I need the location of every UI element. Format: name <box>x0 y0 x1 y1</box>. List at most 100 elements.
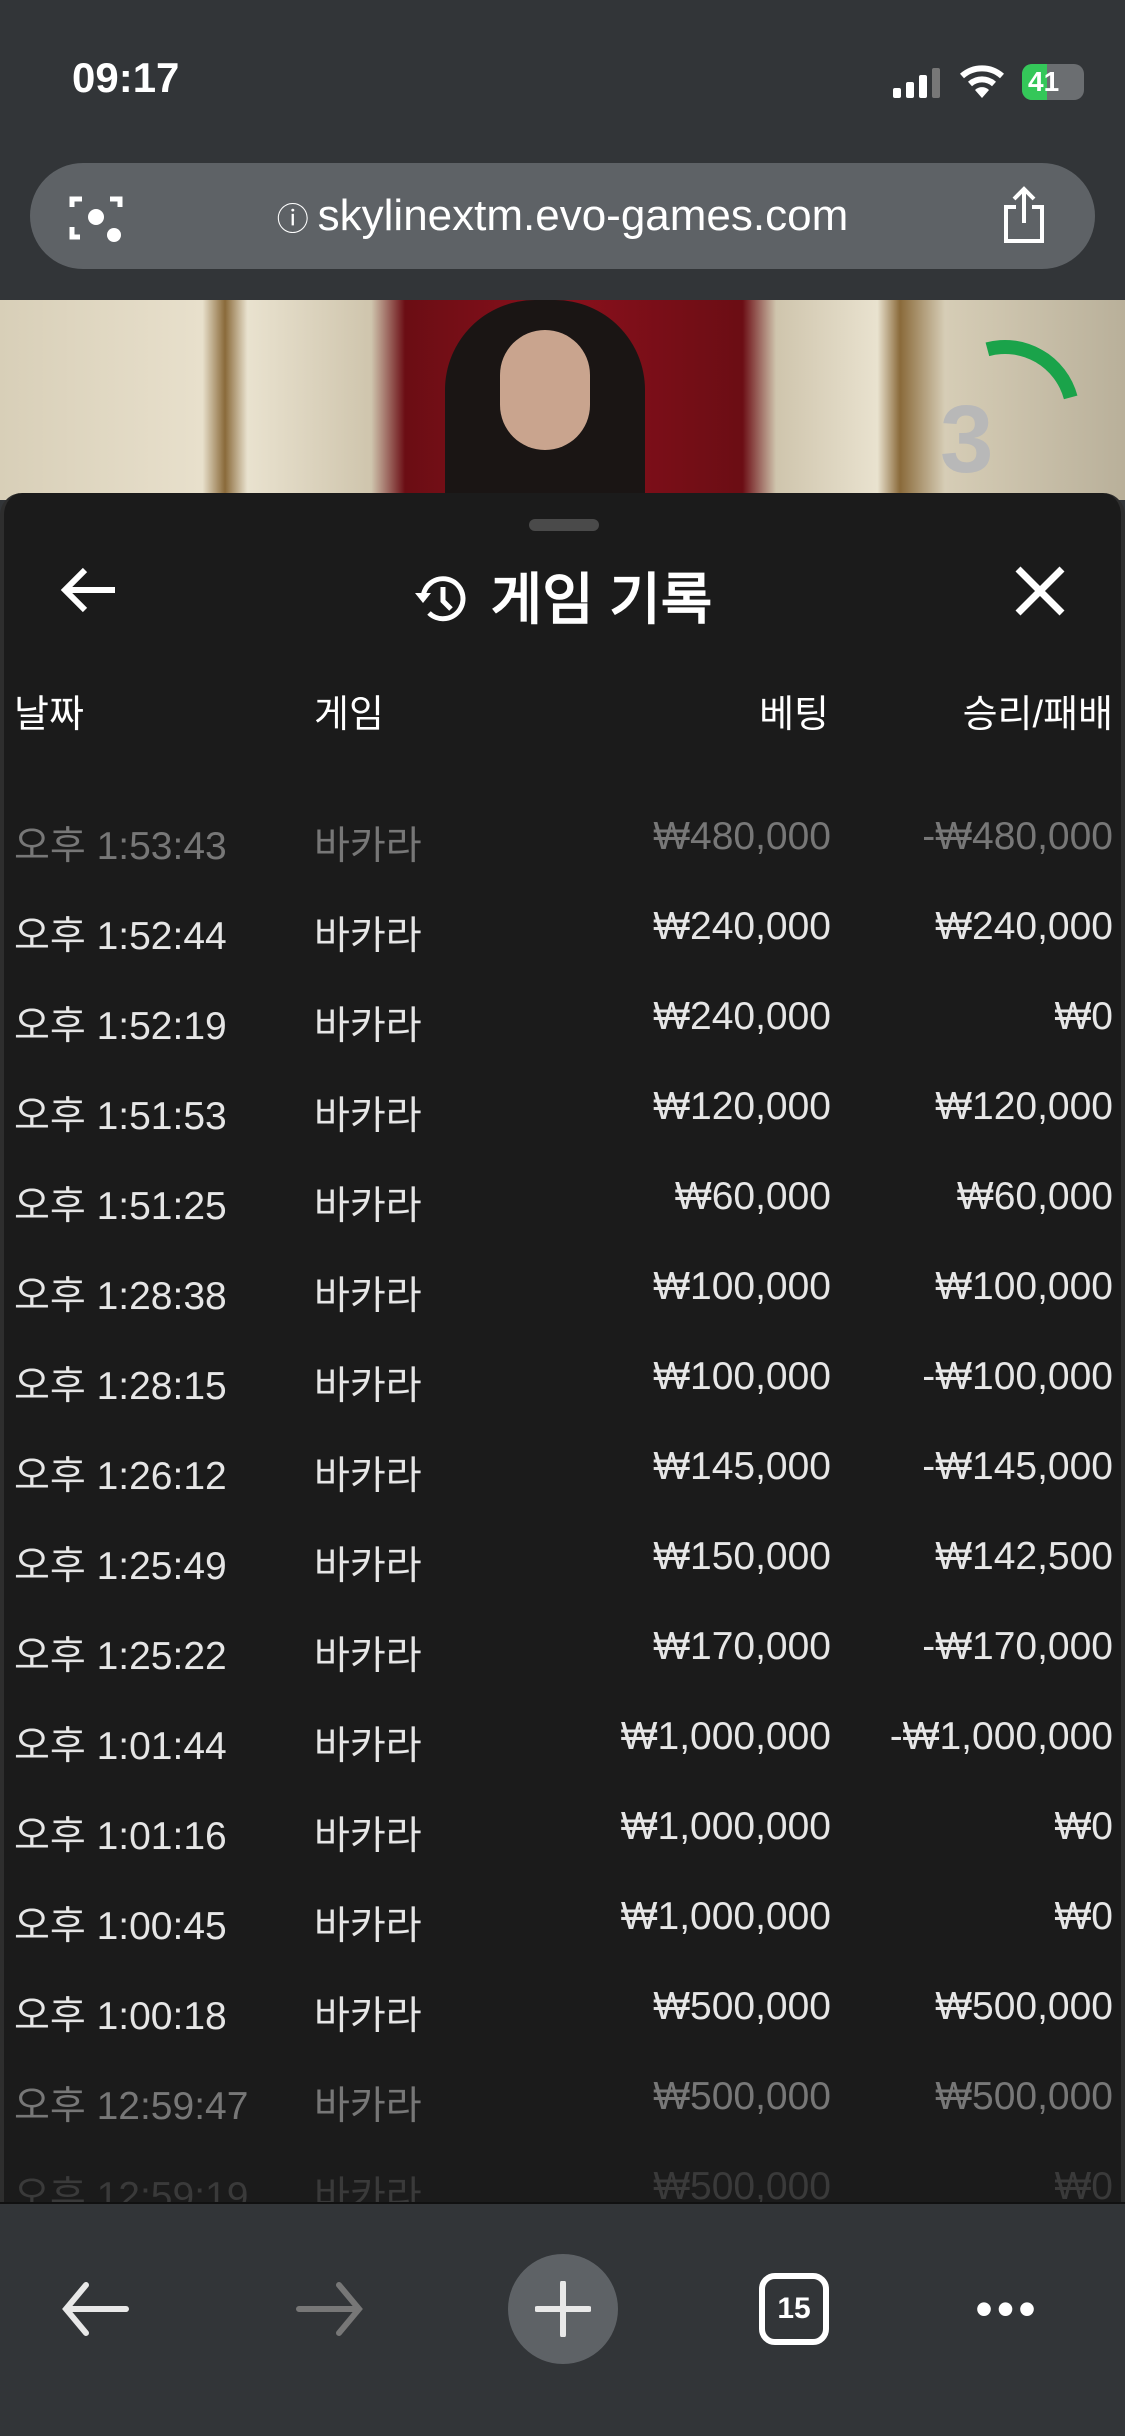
row-bet: ₩170,000 <box>653 1625 831 1668</box>
row-game: 바카라 <box>314 1725 422 1768</box>
row-result: -₩1,000,000 <box>889 1715 1113 1758</box>
browser-toolbar: 15 ••• <box>0 2202 1125 2436</box>
row-result: -₩480,000 <box>922 815 1113 858</box>
row-date: 오후 1:01:44 <box>14 1725 227 1768</box>
column-bet[interactable]: 베팅 <box>759 694 829 736</box>
row-bet: ₩1,000,000 <box>620 1805 831 1848</box>
row-result: ₩142,500 <box>935 1535 1113 1578</box>
new-tab-button[interactable] <box>508 2254 618 2364</box>
forward-arrow-icon <box>296 2282 363 2336</box>
game-history-sheet: 게임 기록 날짜 게임 베팅 승리/패배 오후 1:53:43 바카라 ₩480,0… <box>0 493 1125 2203</box>
history-row[interactable]: 오후 1:28:15 바카라 ₩100,000 -₩100,000 <box>4 1355 1121 1445</box>
sheet-title: 게임 기록 <box>4 555 1121 636</box>
history-row[interactable]: 오후 1:26:12 바카라 ₩145,000 -₩145,000 <box>4 1445 1121 1535</box>
plus-icon <box>535 2281 591 2337</box>
row-date: 오후 12:59:47 <box>14 2085 249 2128</box>
row-result: ₩500,000 <box>935 2075 1113 2118</box>
row-bet: ₩120,000 <box>653 1085 831 1128</box>
row-bet: ₩100,000 <box>653 1355 831 1398</box>
history-row[interactable]: 오후 1:00:18 바카라 ₩500,000 ₩500,000 <box>4 1985 1121 2075</box>
row-bet: ₩480,000 <box>653 815 831 858</box>
column-game[interactable]: 게임 <box>314 694 384 736</box>
row-date: 오후 1:51:53 <box>14 1095 227 1138</box>
row-result: ₩120,000 <box>935 1085 1113 1128</box>
back-arrow-icon[interactable] <box>59 565 119 615</box>
history-row[interactable]: 오후 1:01:44 바카라 ₩1,000,000 -₩1,000,000 <box>4 1715 1121 1805</box>
more-dots-icon: ••• <box>975 2281 1040 2337</box>
info-icon[interactable]: ⓘ <box>276 201 318 237</box>
row-bet: ₩500,000 <box>653 2165 831 2203</box>
close-icon[interactable] <box>1014 565 1066 617</box>
row-date: 오후 1:28:38 <box>14 1275 227 1318</box>
forward-button[interactable] <box>290 2254 370 2364</box>
row-game: 바카라 <box>314 1455 422 1498</box>
row-game: 바카라 <box>314 825 422 868</box>
history-row[interactable]: 오후 1:25:22 바카라 ₩170,000 -₩170,000 <box>4 1625 1121 1715</box>
back-arrow-icon <box>62 2282 129 2336</box>
history-row[interactable]: 오후 1:53:43 바카라 ₩480,000 -₩480,000 <box>4 815 1121 905</box>
row-game: 바카라 <box>314 1275 422 1318</box>
countdown-timer: 3 <box>940 386 994 493</box>
back-button[interactable] <box>55 2254 135 2364</box>
history-row[interactable]: 오후 1:51:53 바카라 ₩120,000 ₩120,000 <box>4 1085 1121 1175</box>
row-date: 오후 1:52:44 <box>14 915 227 958</box>
lens-camera-icon[interactable] <box>68 191 124 243</box>
history-row[interactable]: 오후 12:59:19 바카라 ₩500,000 ₩0 <box>4 2165 1121 2203</box>
history-row[interactable]: 오후 1:28:38 바카라 ₩100,000 ₩100,000 <box>4 1265 1121 1355</box>
history-row[interactable]: 오후 1:51:25 바카라 ₩60,000 ₩60,000 <box>4 1175 1121 1265</box>
history-row[interactable]: 오후 1:25:49 바카라 ₩150,000 ₩142,500 <box>4 1535 1121 1625</box>
row-game: 바카라 <box>314 2085 422 2128</box>
status-bar: 09:17 41 <box>0 0 1125 150</box>
history-row[interactable]: 오후 12:59:47 바카라 ₩500,000 ₩500,000 <box>4 2075 1121 2165</box>
dealer-face <box>500 330 590 450</box>
row-result: ₩0 <box>1054 1895 1114 1938</box>
more-menu-button[interactable]: ••• <box>970 2254 1045 2364</box>
row-game: 바카라 <box>314 1545 422 1588</box>
row-bet: ₩240,000 <box>653 905 831 948</box>
row-date: 오후 1:53:43 <box>14 825 227 868</box>
row-bet: ₩150,000 <box>653 1535 831 1578</box>
row-game: 바카라 <box>314 1635 422 1678</box>
row-date: 오후 12:59:19 <box>14 2175 249 2203</box>
battery-icon: 41 <box>1022 64 1084 100</box>
row-game: 바카라 <box>314 1815 422 1858</box>
history-row[interactable]: 오후 1:52:19 바카라 ₩240,000 ₩0 <box>4 995 1121 1085</box>
row-date: 오후 1:00:45 <box>14 1905 227 1948</box>
row-game: 바카라 <box>314 2175 422 2203</box>
history-row[interactable]: 오후 1:01:16 바카라 ₩1,000,000 ₩0 <box>4 1805 1121 1895</box>
row-date: 오후 1:01:16 <box>14 1815 227 1858</box>
row-bet: ₩1,000,000 <box>620 1895 831 1938</box>
history-icon <box>414 576 466 622</box>
row-date: 오후 1:51:25 <box>14 1185 227 1228</box>
row-date: 오후 1:25:22 <box>14 1635 227 1678</box>
row-bet: ₩1,000,000 <box>620 1715 831 1758</box>
column-date[interactable]: 날짜 <box>14 694 84 736</box>
row-result: -₩145,000 <box>922 1445 1113 1488</box>
row-result: ₩0 <box>1054 995 1114 1038</box>
row-result: -₩100,000 <box>922 1355 1113 1398</box>
row-result: ₩60,000 <box>956 1175 1113 1218</box>
address-bar[interactable]: ⓘ skylinextm.evo-games.com <box>30 163 1095 269</box>
row-game: 바카라 <box>314 915 422 958</box>
url-text[interactable]: ⓘ skylinextm.evo-games.com <box>276 191 849 240</box>
row-result: ₩500,000 <box>935 1985 1113 2028</box>
row-game: 바카라 <box>314 1005 422 1048</box>
drag-handle[interactable] <box>529 519 599 531</box>
row-game: 바카라 <box>314 1995 422 2038</box>
column-result[interactable]: 승리/패배 <box>962 694 1113 736</box>
tabs-button[interactable]: 15 <box>758 2254 830 2364</box>
row-date: 오후 1:52:19 <box>14 1005 227 1048</box>
row-game: 바카라 <box>314 1905 422 1948</box>
row-game: 바카라 <box>314 1365 422 1408</box>
tab-count-icon: 15 <box>759 2273 829 2345</box>
row-result: ₩240,000 <box>935 905 1113 948</box>
row-result: -₩170,000 <box>922 1625 1113 1668</box>
row-game: 바카라 <box>314 1185 422 1228</box>
share-icon[interactable] <box>998 185 1050 245</box>
row-result: ₩0 <box>1054 2165 1114 2203</box>
row-date: 오후 1:28:15 <box>14 1365 227 1408</box>
row-bet: ₩240,000 <box>653 995 831 1038</box>
history-row[interactable]: 오후 1:00:45 바카라 ₩1,000,000 ₩0 <box>4 1895 1121 1985</box>
row-date: 오후 1:00:18 <box>14 1995 227 2038</box>
history-row[interactable]: 오후 1:52:44 바카라 ₩240,000 ₩240,000 <box>4 905 1121 995</box>
